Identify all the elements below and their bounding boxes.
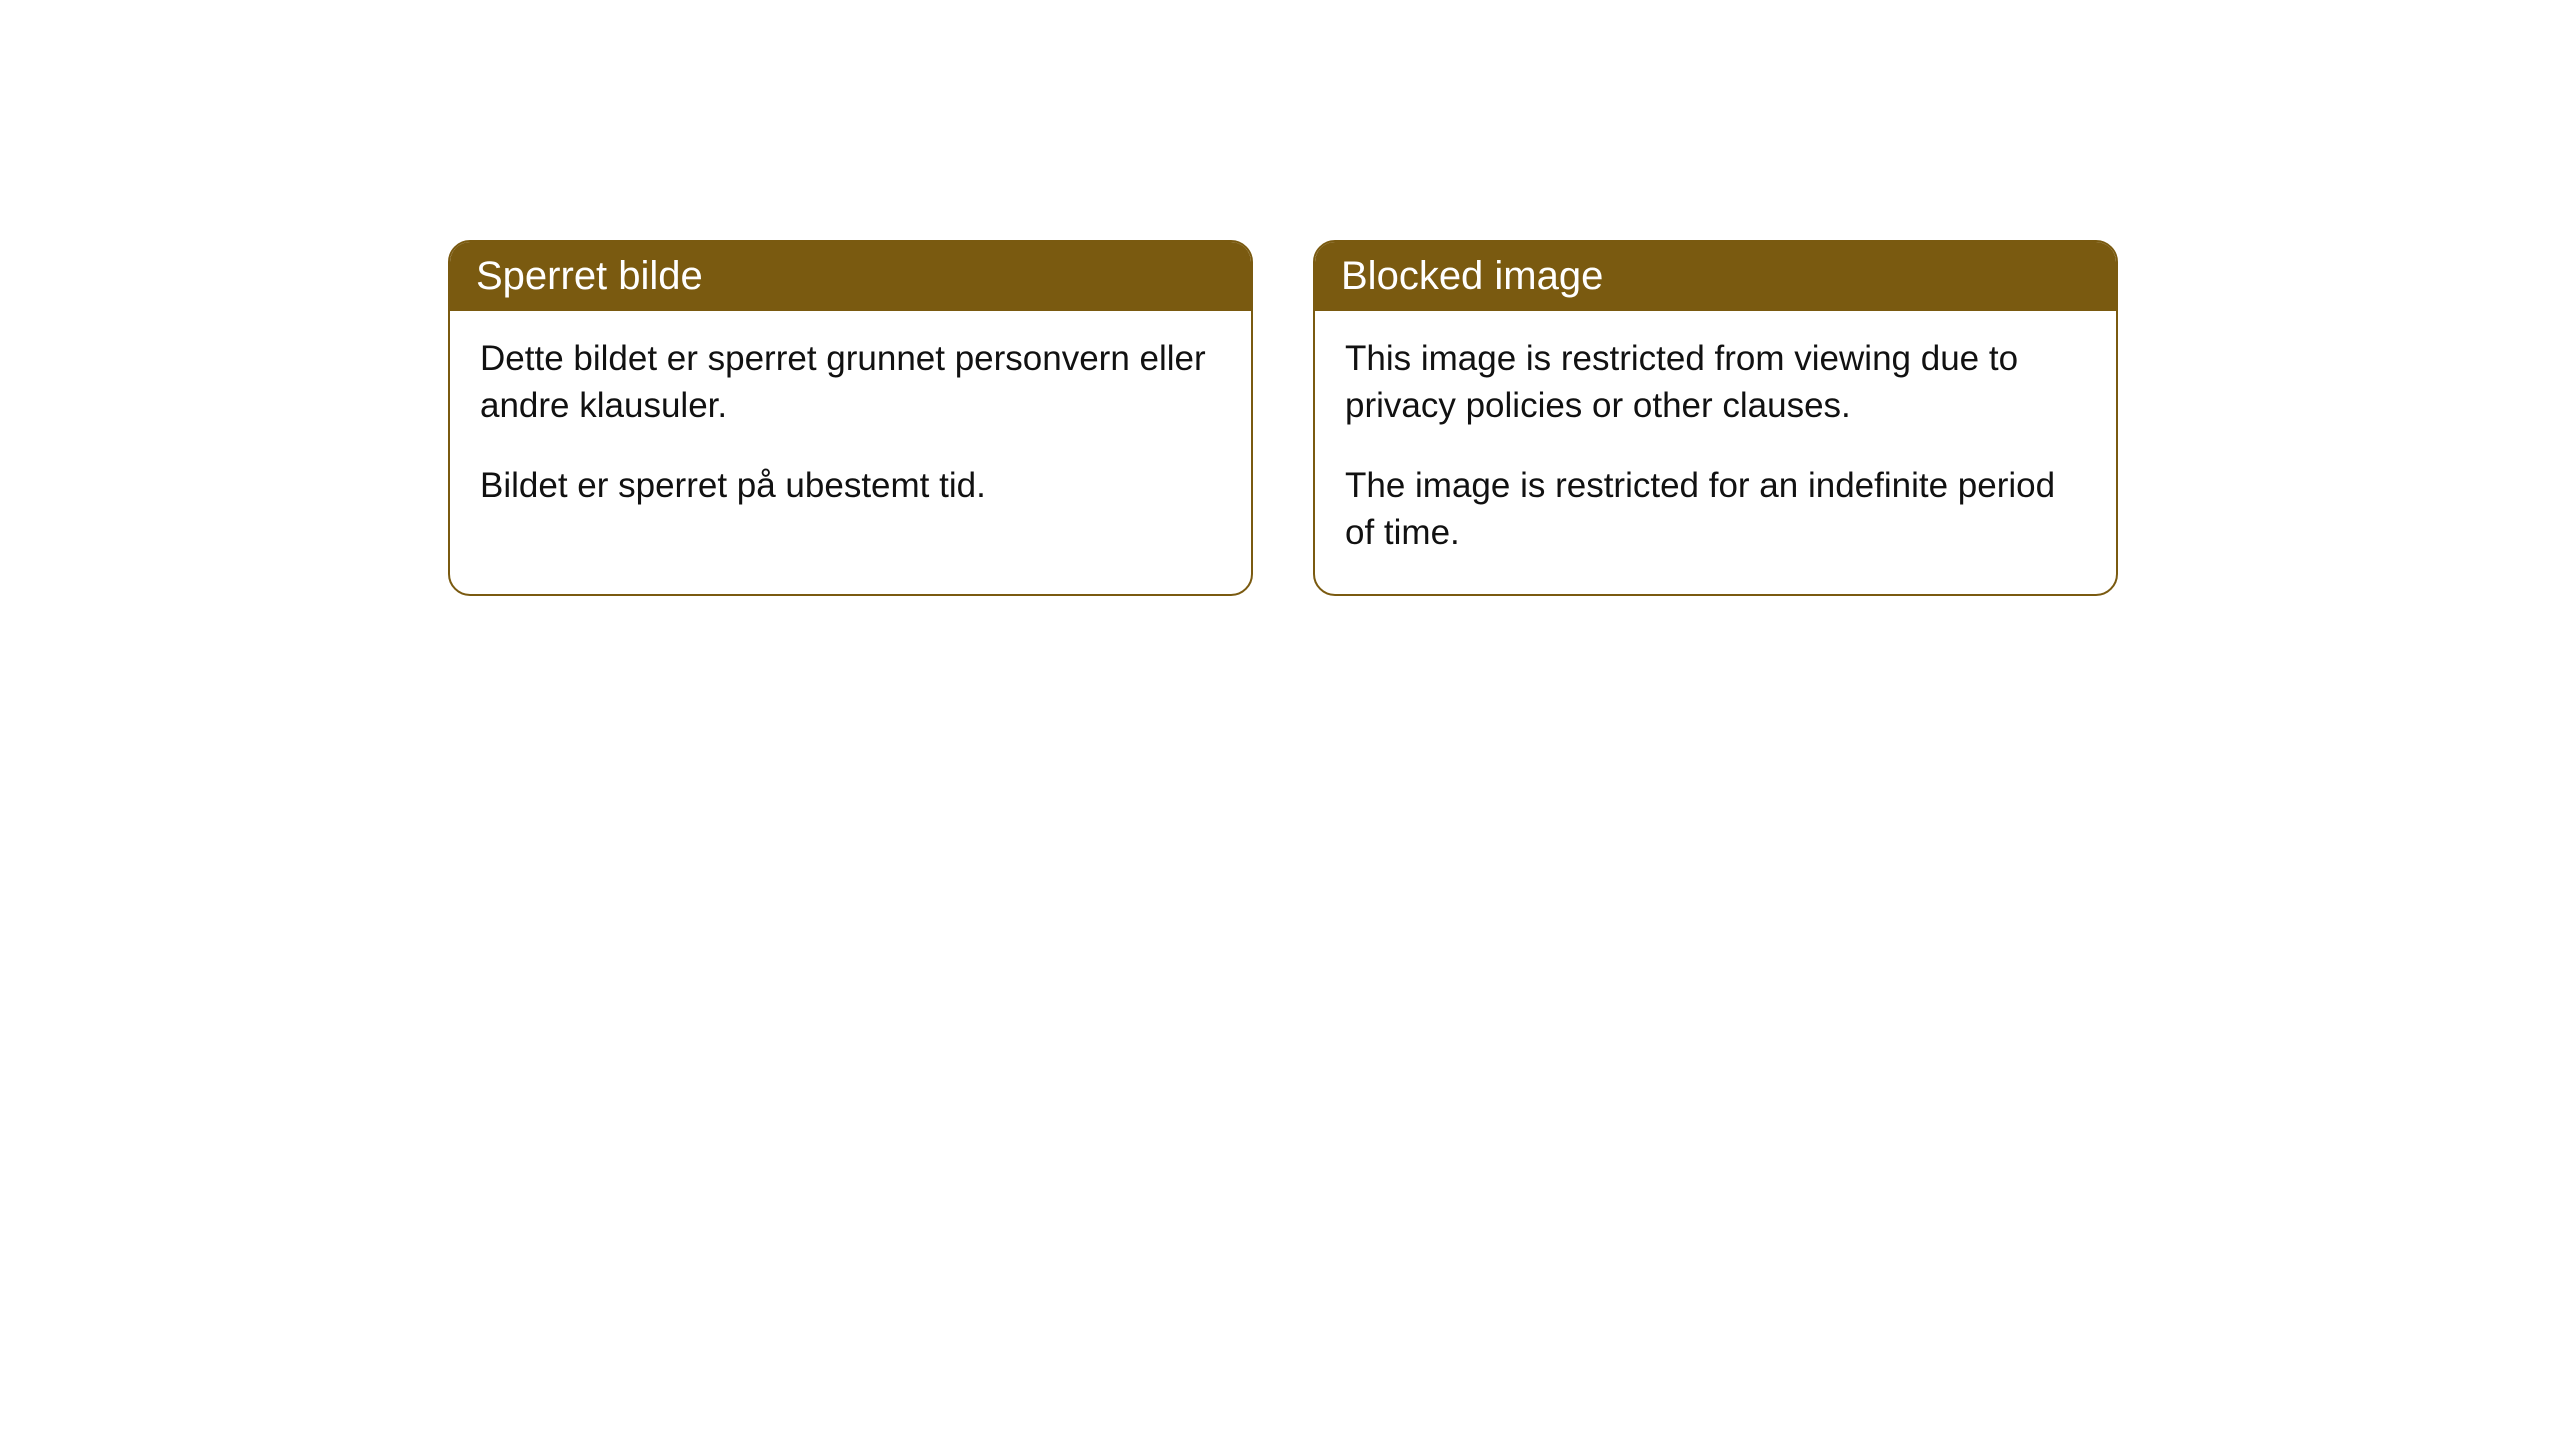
card-title-norwegian: Sperret bilde [476, 254, 703, 298]
card-paragraph-2-english: The image is restricted for an indefinit… [1345, 462, 2086, 557]
notice-cards-container: Sperret bilde Dette bildet er sperret gr… [448, 240, 2118, 596]
card-header-english: Blocked image [1315, 242, 2116, 311]
card-paragraph-1-norwegian: Dette bildet er sperret grunnet personve… [480, 335, 1221, 430]
blocked-image-card-norwegian: Sperret bilde Dette bildet er sperret gr… [448, 240, 1253, 596]
card-body-english: This image is restricted from viewing du… [1315, 311, 2116, 594]
card-body-norwegian: Dette bildet er sperret grunnet personve… [450, 311, 1251, 547]
blocked-image-card-english: Blocked image This image is restricted f… [1313, 240, 2118, 596]
card-paragraph-1-english: This image is restricted from viewing du… [1345, 335, 2086, 430]
card-header-norwegian: Sperret bilde [450, 242, 1251, 311]
card-paragraph-2-norwegian: Bildet er sperret på ubestemt tid. [480, 462, 1221, 509]
card-title-english: Blocked image [1341, 254, 1603, 298]
